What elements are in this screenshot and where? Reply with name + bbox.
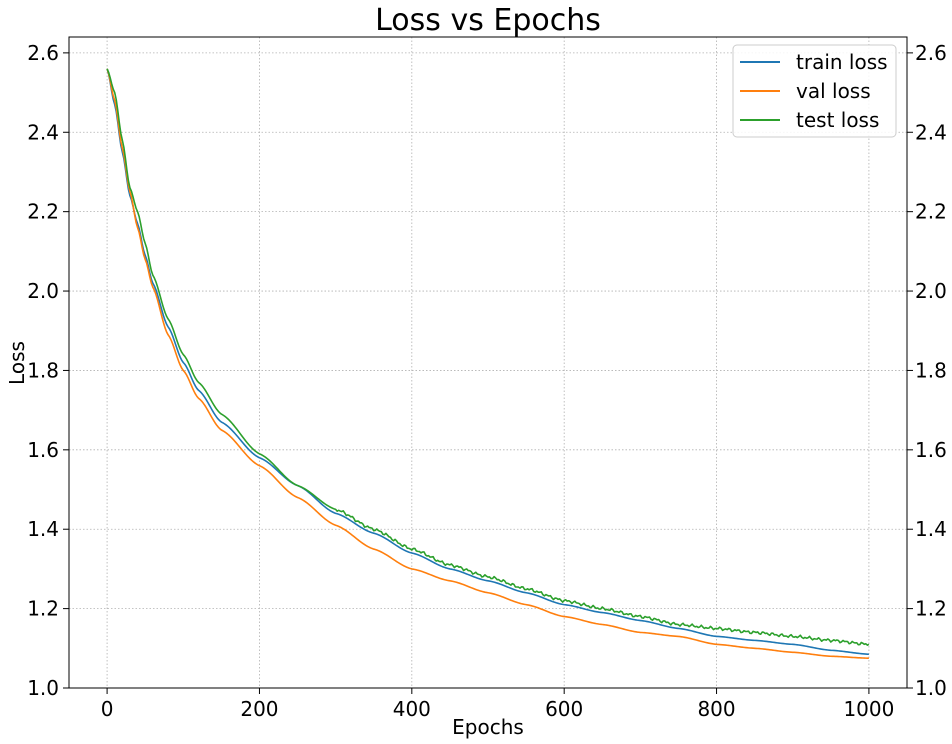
x-tick-label: 1000 [843,697,894,721]
x-tick-label: 0 [101,697,114,721]
y-tick-label-right: 1.2 [915,597,947,621]
y-tick-label-left: 2.2 [27,200,59,224]
x-axis-label: Epochs [452,715,524,739]
x-tick-label: 400 [393,697,431,721]
series-lines [106,68,870,660]
y-tick-label-right: 1.0 [915,676,947,700]
legend-label-test-loss: test loss [796,108,879,132]
series-line-val-loss [106,68,869,660]
chart-title: Loss vs Epochs [375,3,601,38]
y-tick-label-left: 1.4 [27,517,59,541]
y-tick-label-right: 2.6 [915,41,947,65]
series-line-test-loss [106,68,870,646]
y-tick-label-right: 2.4 [915,120,947,144]
y-tick-label-left: 1.2 [27,597,59,621]
y-tick-label-left: 2.4 [27,120,59,144]
y-tick-label-right: 1.4 [915,517,947,541]
grid [69,37,907,689]
y-tick-label-right: 1.8 [915,358,947,382]
plot-frame [68,36,908,689]
y-axis-label: Loss [5,341,29,385]
legend: train loss val loss test loss [732,44,897,138]
y-tick-label-left: 1.6 [27,438,59,462]
x-tick-label: 200 [240,697,278,721]
legend-box [732,44,897,138]
y-tick-label-right: 2.0 [915,279,947,303]
x-tick-label: 800 [697,697,735,721]
y-tick-label-left: 2.0 [27,279,59,303]
y-tick-label-right: 2.2 [915,200,947,224]
y-tick-label-left: 1.0 [27,676,59,700]
series-line-train-loss [106,68,869,656]
y-tick-label-left: 1.8 [27,358,59,382]
ticks: 0 200 400 600 800 1000 1.0 1.0 1.2 1.2 1.4 1.4 1.6 1.… [27,41,947,721]
x-tick-label: 600 [545,697,583,721]
plot-area [69,37,907,688]
y-tick-label-left: 2.6 [27,41,59,65]
legend-label-train-loss: train loss [796,50,888,74]
y-tick-label-right: 1.6 [915,438,947,462]
legend-label-val-loss: val loss [796,79,871,103]
